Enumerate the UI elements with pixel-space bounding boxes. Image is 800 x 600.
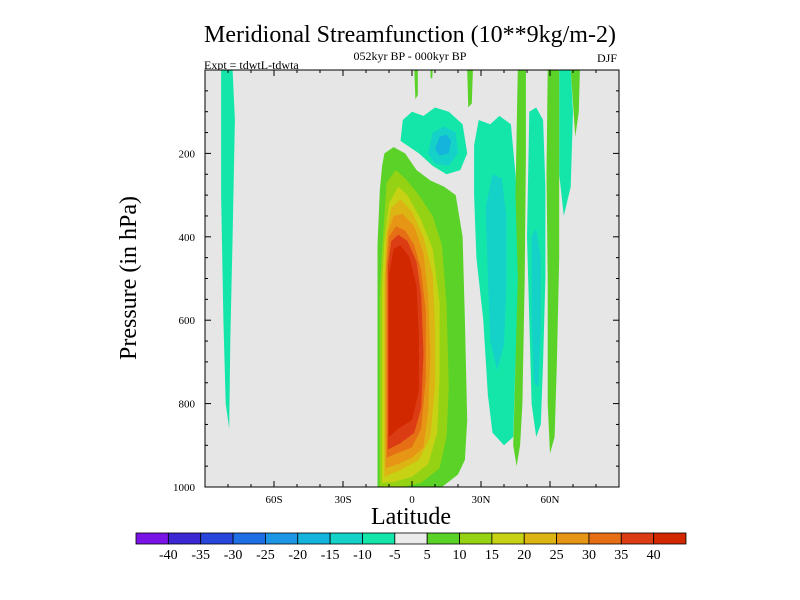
chart-title: Meridional Streamfunction (10**9kg/m-2) bbox=[204, 22, 616, 48]
contour-region-17 bbox=[414, 70, 418, 100]
experiment-label: Expt = tdwtL-tdwta bbox=[204, 58, 299, 72]
colorbar-label: -10 bbox=[353, 548, 372, 563]
x-tick-label: 60S bbox=[265, 494, 282, 506]
colorbar-swatch bbox=[523, 532, 557, 545]
x-axis-title: Latitude bbox=[371, 504, 451, 530]
colorbar-label: 40 bbox=[647, 548, 661, 563]
contour-region-16 bbox=[559, 70, 573, 216]
contour-region-19 bbox=[513, 70, 526, 467]
axis-ticks: 60S 30S 0 30N 60N 200 400 600 800 1000 bbox=[173, 69, 620, 506]
x-tick-label: 30N bbox=[472, 494, 491, 506]
contour-region-15 bbox=[531, 228, 541, 387]
colorbar-swatch bbox=[426, 532, 460, 545]
colorbar-label: -25 bbox=[256, 548, 275, 563]
colorbar-swatch bbox=[653, 532, 687, 545]
colorbar-label: 30 bbox=[582, 548, 596, 563]
contour-region-20 bbox=[546, 70, 560, 454]
colorbar-label: -20 bbox=[288, 548, 307, 563]
x-tick-label: 0 bbox=[409, 494, 415, 506]
colorbar-label: 35 bbox=[614, 548, 628, 563]
contour-region-11 bbox=[435, 134, 452, 156]
season-label: DJF bbox=[597, 51, 617, 65]
colorbar-swatch bbox=[297, 532, 331, 545]
colorbar: -40 -35 -30 -25 -20 -15 -10 -5 5 10 15 20 25 30 35 40 bbox=[135, 532, 687, 563]
colorbar-swatch bbox=[556, 532, 590, 545]
contour-region-21 bbox=[570, 70, 580, 137]
colorbar-swatch bbox=[167, 532, 202, 545]
x-tick-label: 30S bbox=[334, 494, 351, 506]
contour-fills bbox=[221, 70, 580, 487]
colorbar-label: 10 bbox=[453, 548, 467, 563]
colorbar-label: -5 bbox=[389, 548, 401, 563]
y-tick-label: 400 bbox=[179, 232, 196, 244]
contour-region-18 bbox=[467, 70, 473, 108]
colorbar-label: -40 bbox=[159, 548, 178, 563]
colorbar-swatch bbox=[491, 532, 525, 545]
colorbar-label: 25 bbox=[550, 548, 564, 563]
colorbar-swatch bbox=[265, 532, 299, 545]
x-tick-label: 60N bbox=[541, 494, 560, 506]
colorbar-swatch bbox=[200, 532, 234, 545]
colorbar-swatch bbox=[588, 532, 622, 545]
contour-region-8 bbox=[389, 245, 419, 437]
contour-region-13 bbox=[485, 174, 507, 371]
y-tick-label: 800 bbox=[179, 399, 196, 411]
colorbar-label: -30 bbox=[224, 548, 243, 563]
y-tick-label: 1000 bbox=[173, 482, 196, 494]
colorbar-swatch bbox=[232, 532, 266, 545]
y-tick-label: 600 bbox=[179, 315, 196, 327]
contour-region-0 bbox=[221, 70, 235, 429]
contour-region-22 bbox=[430, 70, 433, 79]
chart-subtitle: 052kyr BP - 000kyr BP bbox=[354, 49, 467, 63]
colorbar-label: 20 bbox=[517, 548, 531, 563]
colorbar-swatch bbox=[329, 532, 363, 545]
y-axis-title: Pressure (in hPa) bbox=[116, 196, 142, 360]
colorbar-label: -35 bbox=[191, 548, 210, 563]
colorbar-swatch bbox=[394, 532, 428, 545]
plot-area: 60S 30S 0 30N 60N 200 400 600 800 1000 bbox=[173, 69, 620, 506]
colorbar-label: -15 bbox=[321, 548, 340, 563]
y-tick-label: 200 bbox=[179, 148, 196, 160]
colorbar-label: 5 bbox=[424, 548, 431, 563]
colorbar-label: 15 bbox=[485, 548, 499, 563]
colorbar-swatch bbox=[135, 532, 169, 545]
colorbar-swatch bbox=[620, 532, 655, 545]
colorbar-swatch bbox=[459, 532, 493, 545]
colorbar-swatch bbox=[362, 532, 396, 545]
